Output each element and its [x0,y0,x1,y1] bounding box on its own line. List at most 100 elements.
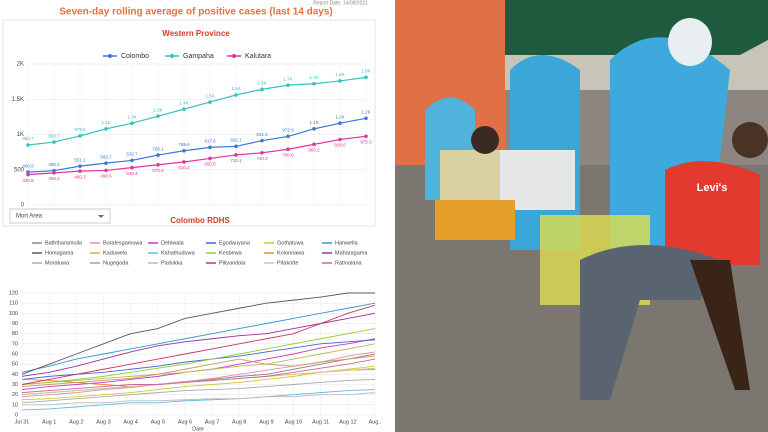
series-line [21,302,376,373]
data-point [104,127,108,131]
data-label: 490.6 [100,174,112,179]
legend-label: Kalutara [245,53,271,60]
data-label: 1.2K [335,114,344,119]
data-point [26,170,30,174]
x-tick-label: Aug 10 [285,419,302,425]
data-point [182,160,186,164]
y-tick-label: 0 [15,412,18,418]
legend-label: Baththaramulla [45,240,83,246]
x-axis-label: Date [192,426,204,432]
y-tick-label: 30 [12,382,18,388]
shirt-logo: Levi's [697,182,728,194]
data-point [234,144,238,149]
data-point [182,148,186,153]
y-tick-label: 20 [12,392,18,398]
photo-head [732,122,768,158]
data-point [364,116,368,121]
data-point [260,151,264,155]
data-label: 455.2 [48,176,60,181]
series-line [21,339,376,380]
data-point [312,142,316,147]
data-point [156,162,160,167]
filter-label: Mort Area [16,214,43,220]
data-label: 790.6 [282,152,294,157]
y-tick-label: 1K [17,132,24,138]
data-label: 1.7K [309,75,318,80]
data-point [78,134,82,138]
data-label: 975.3 [360,139,372,144]
x-tick-label: Aug 3 [96,419,110,425]
x-tick-label: Aug 4 [123,419,137,425]
x-tick-label: Aug 5 [151,419,165,425]
data-label: 570.9 [152,168,164,173]
data-label: 1.3K [153,107,162,112]
chart-card [2,19,376,227]
data-label: 979.6 [74,127,86,132]
filter-dropdown[interactable] [9,208,111,224]
dropdown-arrow [98,215,104,218]
data-point [208,100,212,104]
y-tick-label: 110 [9,301,18,307]
x-tick-label: Aug.. [369,419,382,425]
data-label: 632.7 [126,152,138,157]
y-tick-label: 40 [12,372,18,378]
x-tick-label: Aug 8 [232,419,246,425]
data-point [52,171,56,175]
series-line [21,389,376,411]
x-tick-label: Aug 7 [205,419,219,425]
data-label: 1.6K [257,81,266,86]
series-line [27,76,367,146]
data-label: 892.7 [48,133,60,138]
legend-label: Piliyandala [219,260,247,266]
y-tick-label: 0 [21,203,25,209]
series-line [21,343,376,385]
data-label: 972.9 [282,128,294,133]
data-label: 430.8 [22,178,34,183]
x-tick-label: Jul 31 [15,419,30,425]
legend-label: Maharagama [335,250,368,256]
legend-label: Padukka [161,260,183,266]
data-label: 912.4 [256,132,268,137]
data-point [156,153,160,157]
x-tick-label: Aug 11 [312,419,329,425]
photo-shorts [435,200,515,240]
y-tick-label: 2K [17,62,24,68]
y-tick-label: 80 [12,331,18,337]
y-tick-label: 1.5K [12,97,24,103]
data-point [26,172,30,177]
x-tick-label: Aug 6 [178,419,192,425]
photo-face-shield [668,18,712,66]
data-label: 769.6 [178,142,190,147]
data-point [338,79,342,83]
data-label: 1.1K [309,120,318,125]
x-tick-label: Aug 12 [339,419,356,425]
data-label: 486.4 [48,162,60,167]
legend-label: Gampaha [183,53,214,60]
legend-dot [170,54,174,58]
data-label: 928.6 [334,143,346,148]
data-label: 1.1K [101,120,110,125]
data-label: 860.2 [308,148,320,153]
series-line [21,328,376,385]
data-label: 1.7K [283,76,292,81]
legend-dot [108,54,112,58]
legend-label: Moratuwa [45,260,70,266]
x-tick-label: Aug 1 [42,419,56,425]
data-label: 660.5 [204,162,216,167]
photo-person [440,150,510,210]
photo: Levi's [395,0,768,432]
data-label: 1.5K [205,93,214,98]
data-point [52,140,56,144]
data-label: 710.1 [230,158,242,163]
data-point [104,161,108,165]
data-point [208,156,212,161]
data-point [286,134,290,139]
legend-label: Egodauyana [219,240,251,246]
photo-chair [690,260,750,390]
series-line [21,304,376,385]
x-tick-label: Aug 2 [69,419,83,425]
data-label: 832.1 [230,138,242,143]
data-label: 1.2K [361,109,370,114]
